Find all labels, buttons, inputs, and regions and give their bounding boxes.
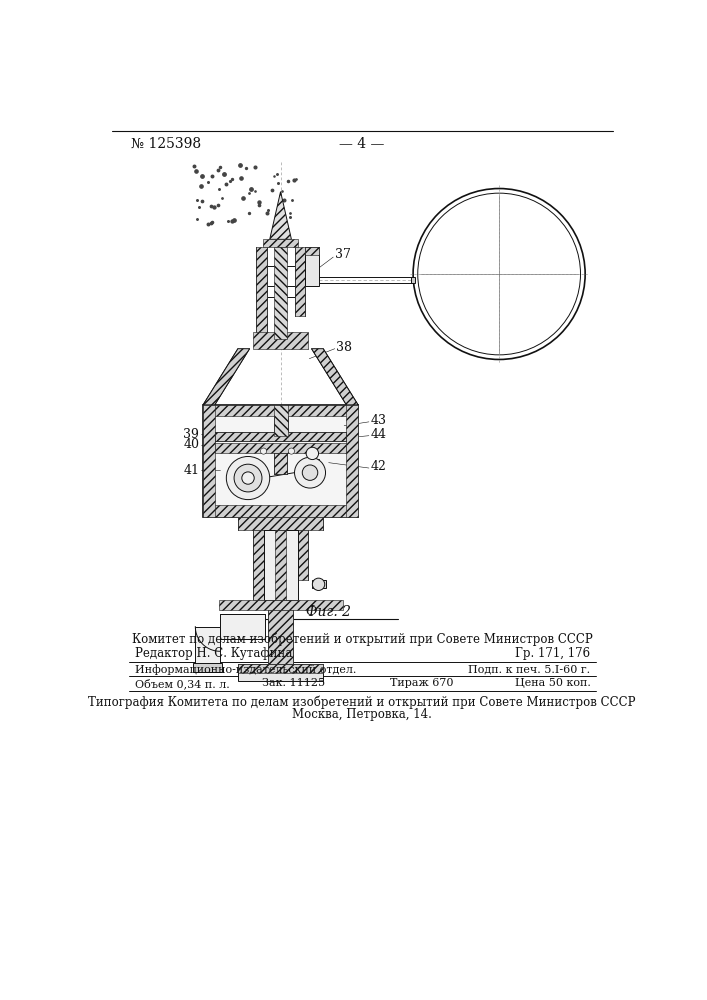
Polygon shape bbox=[312, 349, 358, 405]
Circle shape bbox=[312, 578, 325, 590]
Bar bbox=[275, 530, 286, 600]
Text: Тираж 670: Тираж 670 bbox=[390, 678, 453, 688]
Bar bbox=[252, 530, 264, 600]
Text: Редактор Н. С. Кутафина: Редактор Н. С. Кутафина bbox=[135, 647, 292, 660]
Bar bbox=[238, 517, 323, 530]
Bar bbox=[215, 432, 346, 441]
Text: Информационно-издательский отдел.: Информационно-издательский отдел. bbox=[135, 664, 356, 675]
Bar bbox=[215, 443, 346, 453]
Bar bbox=[238, 664, 323, 681]
Circle shape bbox=[288, 448, 295, 454]
Circle shape bbox=[418, 193, 580, 355]
Text: Объем 0,34 п. л.: Объем 0,34 п. л. bbox=[135, 678, 230, 689]
Text: Типография Комитета по делам изобретений и открытий при Совете Министров СССР: Типография Комитета по делам изобретений… bbox=[88, 696, 636, 709]
Bar bbox=[203, 505, 358, 517]
Bar bbox=[263, 239, 298, 247]
Circle shape bbox=[234, 464, 262, 492]
Circle shape bbox=[226, 456, 270, 500]
Bar bbox=[274, 453, 287, 474]
Bar bbox=[256, 247, 267, 339]
Text: 40: 40 bbox=[183, 438, 199, 451]
Bar bbox=[411, 277, 416, 283]
Text: Гр. 171, 176: Гр. 171, 176 bbox=[515, 647, 590, 660]
Circle shape bbox=[242, 472, 255, 484]
Circle shape bbox=[306, 447, 319, 460]
Circle shape bbox=[260, 448, 267, 454]
Text: Москва, Петровка, 14.: Москва, Петровка, 14. bbox=[292, 708, 432, 721]
Text: Комитет по делам изобретений и открытий при Совете Министров СССР: Комитет по делам изобретений и открытий … bbox=[132, 633, 592, 646]
Bar bbox=[203, 405, 215, 517]
Bar bbox=[195, 627, 220, 669]
Text: 38: 38 bbox=[337, 341, 352, 354]
Bar bbox=[268, 610, 293, 664]
Bar bbox=[274, 405, 288, 436]
Bar bbox=[305, 247, 320, 286]
Text: Цена 50 коп.: Цена 50 коп. bbox=[515, 678, 590, 688]
Text: 44: 44 bbox=[370, 428, 387, 441]
Bar bbox=[305, 247, 320, 255]
Text: № 125398: № 125398 bbox=[131, 137, 201, 151]
Bar bbox=[312, 580, 327, 588]
Bar bbox=[264, 530, 298, 600]
Bar bbox=[274, 453, 287, 474]
Text: 37: 37 bbox=[335, 248, 351, 261]
Circle shape bbox=[413, 189, 585, 359]
Text: 41: 41 bbox=[183, 464, 199, 477]
Bar bbox=[298, 530, 308, 580]
Text: 43: 43 bbox=[370, 414, 387, 427]
Polygon shape bbox=[203, 349, 250, 405]
Bar bbox=[274, 247, 287, 339]
Bar bbox=[253, 332, 308, 349]
Text: — 4 —: — 4 — bbox=[339, 137, 385, 151]
Bar bbox=[215, 432, 346, 441]
Bar bbox=[346, 405, 358, 517]
Text: Подп. к печ. 5.I-60 г.: Подп. к печ. 5.I-60 г. bbox=[469, 664, 590, 674]
Text: Зак. 11125: Зак. 11125 bbox=[262, 678, 325, 688]
Circle shape bbox=[295, 457, 325, 488]
Bar bbox=[193, 663, 223, 672]
Text: Фиг. 2: Фиг. 2 bbox=[306, 605, 351, 619]
Bar bbox=[203, 405, 358, 517]
Bar bbox=[295, 247, 305, 316]
Circle shape bbox=[303, 465, 317, 480]
Bar bbox=[238, 664, 323, 673]
Bar bbox=[218, 600, 343, 610]
Bar bbox=[220, 614, 265, 639]
Bar bbox=[203, 405, 358, 416]
Text: 42: 42 bbox=[370, 460, 386, 473]
Polygon shape bbox=[270, 192, 291, 239]
Text: 39: 39 bbox=[183, 428, 199, 441]
